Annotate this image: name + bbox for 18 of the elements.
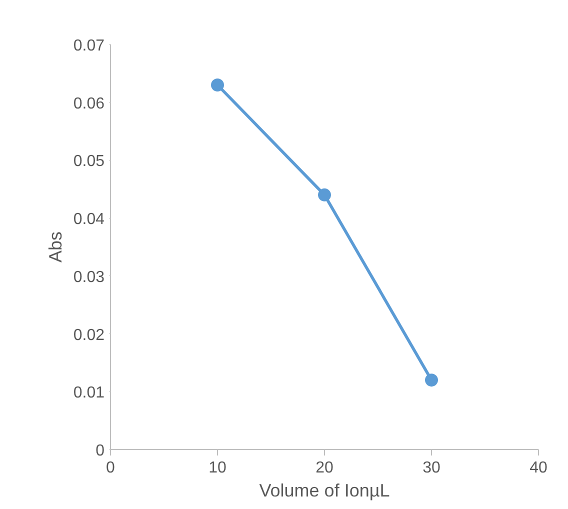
y-tick-label: 0.06	[73, 95, 105, 112]
x-tick-label: 20	[316, 460, 334, 476]
y-tick-label: 0.04	[73, 211, 105, 228]
x-tick-label: 10	[208, 460, 226, 476]
x-tick-label: 30	[422, 460, 440, 476]
x-axis-title: Volume of IonµL	[259, 480, 390, 500]
point	[425, 374, 438, 387]
point	[318, 188, 331, 202]
x-tick-label: 40	[530, 460, 548, 476]
y-tick-label: 0.03	[73, 268, 105, 286]
y-tick-label: 0.01	[73, 384, 105, 402]
x-tick-label: 0	[106, 460, 116, 476]
y-tick-label: 0.07	[73, 38, 105, 54]
y-tick-label: 0.05	[73, 153, 105, 170]
y-tick-label: 0	[96, 442, 105, 460]
point	[211, 78, 224, 92]
y-tick-label: 0.02	[73, 326, 105, 344]
y-axis-title: Abs	[45, 231, 66, 263]
